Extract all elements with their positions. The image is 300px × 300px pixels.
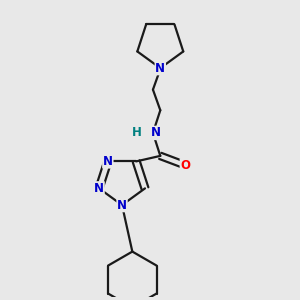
Text: H: H — [132, 126, 142, 140]
Text: N: N — [155, 61, 165, 75]
Text: N: N — [117, 199, 127, 212]
Text: N: N — [103, 155, 113, 168]
Text: N: N — [94, 182, 104, 195]
Text: N: N — [151, 126, 161, 140]
Text: O: O — [180, 159, 190, 172]
